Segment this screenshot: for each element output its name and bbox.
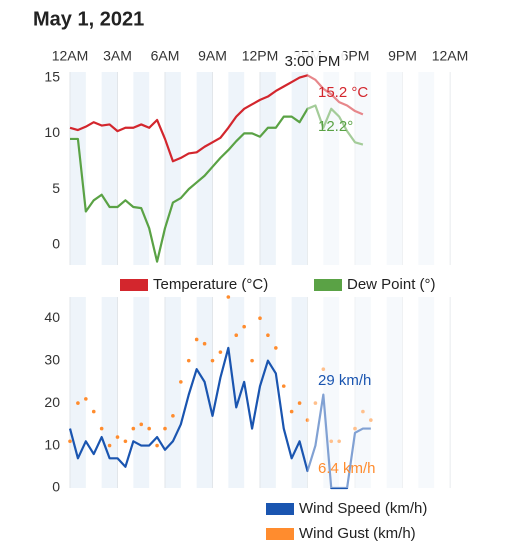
x-tick-label: 12AM: [52, 48, 89, 64]
hover-value: 29 km/h: [318, 372, 371, 389]
stripe: [133, 72, 150, 265]
stripe: [101, 72, 118, 265]
gust-dot: [84, 397, 88, 401]
gust-dot: [163, 426, 167, 431]
gust-dot: [91, 409, 96, 414]
gust-dot: [131, 426, 136, 431]
stripe: [196, 72, 213, 265]
gust-dot: [337, 439, 341, 444]
gust-dot: [171, 414, 175, 418]
gust-dot: [297, 401, 302, 405]
gust-dot: [202, 341, 207, 346]
gust-dot: [210, 358, 215, 363]
x-tick-label: 6PM: [341, 48, 370, 64]
gust-dot: [76, 401, 80, 405]
hover-fade: [307, 72, 450, 265]
tooltip-time: 3:00 PM: [285, 53, 341, 70]
gust-dot: [234, 333, 239, 338]
legend-swatch: [266, 503, 294, 515]
legend-label: Dew Point (°): [347, 276, 436, 293]
gust-dot: [274, 346, 278, 350]
legend-label: Temperature (°C): [153, 276, 268, 293]
stripe: [291, 297, 308, 488]
y-tick-label: 20: [44, 394, 60, 410]
stripe: [165, 297, 181, 488]
tooltip-bg: [279, 52, 346, 72]
gust-dot: [250, 358, 254, 363]
stripe: [291, 72, 308, 265]
y-tick-label: 15: [44, 68, 60, 84]
stripe: [228, 72, 245, 265]
gust-dot: [353, 426, 357, 431]
stripe: [228, 297, 245, 488]
page-title: May 1, 2021: [33, 8, 144, 30]
stripe: [101, 297, 118, 488]
stripe: [418, 72, 435, 265]
hover-fade: [307, 297, 450, 488]
gust-dot: [226, 295, 231, 299]
legend-label: Wind Gust (km/h): [299, 525, 416, 541]
gust-dot: [266, 333, 270, 338]
stripe: [386, 297, 403, 488]
hover-value: 6.4 km/h: [318, 460, 376, 477]
y-tick-label: 30: [44, 351, 60, 367]
stripe: [165, 72, 181, 265]
gust-dot: [242, 324, 246, 329]
hover-value: 15.2 °C: [318, 84, 368, 101]
x-tick-label: 12AM: [432, 48, 469, 64]
stripe: [386, 72, 403, 265]
y-tick-label: 10: [44, 436, 60, 452]
gust-dot: [369, 418, 373, 422]
stripe: [196, 297, 213, 488]
stripe: [355, 297, 371, 488]
gust-dot: [123, 439, 128, 444]
gust-dot: [107, 443, 112, 448]
legend-swatch: [314, 279, 342, 291]
series-line: [69, 74, 364, 163]
y-tick-label: 40: [44, 309, 60, 325]
stripe: [355, 72, 371, 265]
legend-label: Wind Speed (km/h): [299, 500, 427, 517]
stripe: [260, 72, 276, 265]
gust-dot: [258, 316, 262, 321]
gust-dot: [147, 426, 151, 431]
legend-swatch: [266, 528, 294, 540]
gust-dot: [313, 401, 318, 405]
hover-value: 12.2°: [318, 118, 353, 135]
y-tick-label: 5: [52, 180, 60, 196]
gust-dot: [218, 350, 223, 354]
series-line: [70, 104, 364, 263]
y-tick-label: 0: [52, 479, 60, 495]
stripe: [260, 297, 276, 488]
x-tick-label: 9PM: [388, 48, 417, 64]
gust-dot: [289, 409, 294, 414]
gust-dot: [99, 426, 104, 431]
stripe: [133, 297, 150, 488]
gust-dot: [281, 384, 286, 388]
x-tick-label: 3AM: [103, 48, 132, 64]
gust-dot: [179, 380, 183, 384]
stripe: [70, 72, 86, 265]
gust-dot: [155, 443, 159, 448]
x-tick-label: 9AM: [198, 48, 227, 64]
legend-swatch: [120, 279, 148, 291]
gust-dot: [321, 367, 326, 371]
gust-dot: [68, 439, 72, 444]
gust-dot: [186, 358, 191, 363]
stripe: [418, 297, 435, 488]
gust-dot: [329, 439, 334, 444]
y-tick-label: 0: [52, 236, 60, 252]
gust-dot: [194, 337, 199, 342]
gust-dot: [361, 409, 365, 414]
series-line: [68, 346, 371, 490]
gust-dot: [115, 435, 120, 439]
gust-dot: [305, 418, 310, 422]
x-tick-label: 12PM: [242, 48, 279, 64]
y-tick-label: 10: [44, 124, 60, 140]
gust-dot: [139, 422, 144, 427]
x-tick-label: 6AM: [151, 48, 180, 64]
